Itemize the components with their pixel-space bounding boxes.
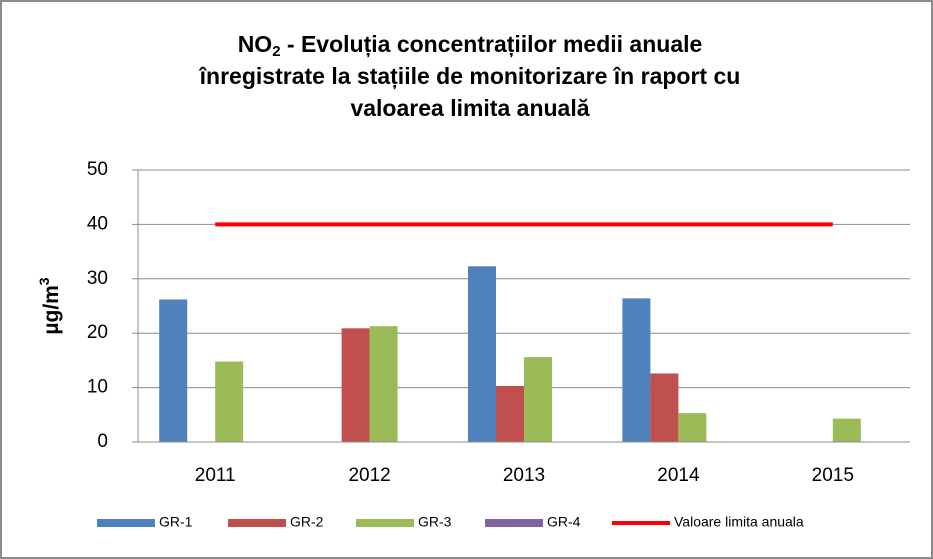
bar — [159, 299, 188, 442]
chart-title: NO2 - Evoluția concentrațiilor medii anu… — [238, 31, 703, 60]
legend-label: GR-3 — [418, 514, 452, 530]
legend-swatch — [356, 519, 414, 527]
y-axis-label: µg/m3 — [36, 277, 63, 334]
y-tick-label: 40 — [87, 213, 108, 234]
y-tick-label: 10 — [87, 377, 108, 398]
x-tick-label: 2012 — [348, 465, 390, 486]
bar — [678, 413, 707, 442]
bar — [650, 373, 679, 442]
legend-label: Valoare limita anuala — [674, 514, 804, 530]
legend-label: GR-2 — [290, 514, 324, 530]
title-text: NO — [238, 31, 273, 57]
legend-label: GR-4 — [547, 514, 581, 530]
x-tick-label: 2014 — [657, 465, 700, 486]
y-tick-label: 30 — [87, 268, 108, 289]
legend-swatch — [485, 519, 543, 527]
legend-swatch — [97, 519, 155, 527]
title-subscript: 2 — [272, 43, 280, 60]
bar — [524, 357, 552, 442]
legend-swatch — [228, 519, 286, 527]
bar — [496, 385, 524, 442]
bar — [215, 361, 244, 442]
bar — [832, 418, 861, 442]
ylabel-superscript: 3 — [36, 277, 52, 285]
chart-title: valoarea limita anuală — [350, 95, 589, 121]
y-tick-label: 50 — [87, 159, 108, 180]
title-text: - Evoluția concentrațiilor medii anuale — [281, 31, 703, 58]
ylabel-text: µg/m — [40, 285, 63, 334]
legend-label: GR-1 — [159, 514, 193, 530]
chart-title: înregistrate la stațiile de monitorizare… — [199, 63, 741, 90]
x-tick-label: 2011 — [195, 465, 236, 486]
bar — [622, 298, 651, 442]
bar — [369, 326, 398, 442]
bar — [468, 266, 496, 442]
x-tick-label: 2013 — [503, 465, 545, 486]
y-tick-label: 20 — [87, 322, 108, 343]
x-tick-label: 2015 — [812, 465, 854, 486]
bar — [341, 328, 370, 442]
y-tick-label: 0 — [97, 431, 108, 452]
